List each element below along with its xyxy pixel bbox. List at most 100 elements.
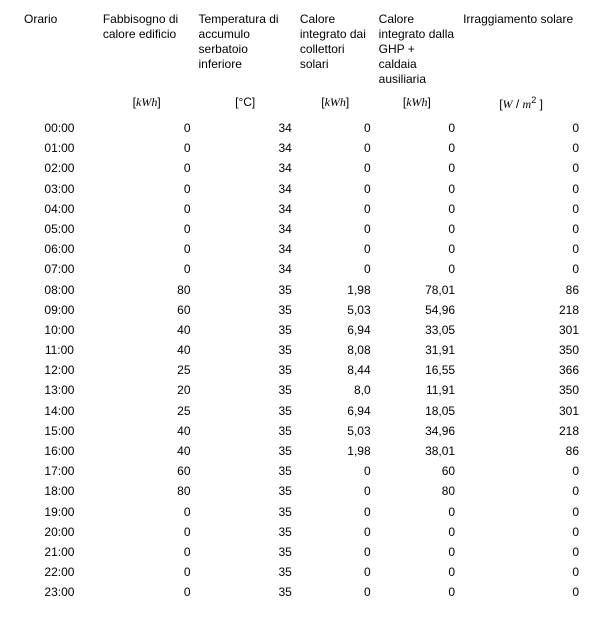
cell: 0 bbox=[375, 118, 459, 138]
col-unit-0 bbox=[20, 89, 99, 118]
table-head: OrarioFabbisogno di calore edificioTempe… bbox=[20, 10, 583, 118]
cell: 35 bbox=[195, 380, 296, 400]
cell: 0 bbox=[296, 502, 375, 522]
cell: 0 bbox=[296, 522, 375, 542]
table-row: 17:0060350600 bbox=[20, 461, 583, 481]
cell: 0 bbox=[375, 179, 459, 199]
table-row: 09:0060355,0354,96218 bbox=[20, 300, 583, 320]
col-unit-4: [kWh] bbox=[375, 89, 459, 118]
table-row: 00:00034000 bbox=[20, 118, 583, 138]
cell: 09:00 bbox=[20, 300, 99, 320]
col-header-5: Irraggiamento solare bbox=[459, 10, 583, 89]
cell: 23:00 bbox=[20, 582, 99, 602]
cell: 38,01 bbox=[375, 441, 459, 461]
cell: 0 bbox=[296, 199, 375, 219]
cell: 35 bbox=[195, 481, 296, 501]
cell: 22:00 bbox=[20, 562, 99, 582]
table-row: 11:0040358,0831,91350 bbox=[20, 340, 583, 360]
cell: 1,98 bbox=[296, 280, 375, 300]
cell: 0 bbox=[99, 179, 195, 199]
table-row: 03:00034000 bbox=[20, 179, 583, 199]
cell: 35 bbox=[195, 421, 296, 441]
cell: 34 bbox=[195, 259, 296, 279]
cell: 35 bbox=[195, 441, 296, 461]
cell: 0 bbox=[459, 199, 583, 219]
table-row: 23:00035000 bbox=[20, 582, 583, 602]
cell: 301 bbox=[459, 320, 583, 340]
cell: 16,55 bbox=[375, 360, 459, 380]
cell: 16:00 bbox=[20, 441, 99, 461]
cell: 5,03 bbox=[296, 300, 375, 320]
cell: 0 bbox=[459, 582, 583, 602]
cell: 35 bbox=[195, 461, 296, 481]
table-row: 19:00035000 bbox=[20, 502, 583, 522]
cell: 0 bbox=[459, 259, 583, 279]
cell: 0 bbox=[375, 502, 459, 522]
cell: 218 bbox=[459, 300, 583, 320]
cell: 0 bbox=[296, 562, 375, 582]
cell: 34 bbox=[195, 219, 296, 239]
table-row: 15:0040355,0334,96218 bbox=[20, 421, 583, 441]
cell: 34,96 bbox=[375, 421, 459, 441]
cell: 25 bbox=[99, 401, 195, 421]
cell: 0 bbox=[99, 219, 195, 239]
cell: 11,91 bbox=[375, 380, 459, 400]
cell: 08:00 bbox=[20, 280, 99, 300]
col-header-4: Calore integrato dalla GHP + caldaia aus… bbox=[375, 10, 459, 89]
cell: 31,91 bbox=[375, 340, 459, 360]
cell: 00:00 bbox=[20, 118, 99, 138]
cell: 0 bbox=[459, 138, 583, 158]
cell: 18,05 bbox=[375, 401, 459, 421]
cell: 35 bbox=[195, 582, 296, 602]
table-row: 22:00035000 bbox=[20, 562, 583, 582]
cell: 0 bbox=[296, 582, 375, 602]
table-row: 16:0040351,9838,0186 bbox=[20, 441, 583, 461]
table-row: 08:0080351,9878,0186 bbox=[20, 280, 583, 300]
cell: 350 bbox=[459, 340, 583, 360]
cell: 35 bbox=[195, 300, 296, 320]
cell: 0 bbox=[99, 158, 195, 178]
cell: 35 bbox=[195, 502, 296, 522]
col-unit-1: [kWh] bbox=[99, 89, 195, 118]
cell: 0 bbox=[459, 158, 583, 178]
table-row: 18:0080350800 bbox=[20, 481, 583, 501]
cell: 21:00 bbox=[20, 542, 99, 562]
cell: 19:00 bbox=[20, 502, 99, 522]
cell: 34 bbox=[195, 179, 296, 199]
cell: 34 bbox=[195, 118, 296, 138]
table-body: 00:0003400001:0003400002:0003400003:0003… bbox=[20, 118, 583, 603]
cell: 35 bbox=[195, 280, 296, 300]
cell: 6,94 bbox=[296, 401, 375, 421]
cell: 86 bbox=[459, 441, 583, 461]
cell: 0 bbox=[459, 118, 583, 138]
cell: 0 bbox=[99, 522, 195, 542]
col-unit-2: [°C] bbox=[195, 89, 296, 118]
cell: 1,98 bbox=[296, 441, 375, 461]
cell: 80 bbox=[99, 280, 195, 300]
cell: 15:00 bbox=[20, 421, 99, 441]
cell: 366 bbox=[459, 360, 583, 380]
cell: 0 bbox=[459, 179, 583, 199]
units-row: [kWh][°C][kWh][kWh][W / m2 ] bbox=[20, 89, 583, 118]
cell: 86 bbox=[459, 280, 583, 300]
cell: 13:00 bbox=[20, 380, 99, 400]
table-row: 14:0025356,9418,05301 bbox=[20, 401, 583, 421]
col-unit-3: [kWh] bbox=[296, 89, 375, 118]
cell: 60 bbox=[99, 300, 195, 320]
cell: 0 bbox=[459, 481, 583, 501]
cell: 80 bbox=[99, 481, 195, 501]
cell: 07:00 bbox=[20, 259, 99, 279]
cell: 10:00 bbox=[20, 320, 99, 340]
cell: 6,94 bbox=[296, 320, 375, 340]
table-row: 02:00034000 bbox=[20, 158, 583, 178]
cell: 0 bbox=[375, 199, 459, 219]
cell: 0 bbox=[459, 219, 583, 239]
cell: 02:00 bbox=[20, 158, 99, 178]
col-header-2: Temperatura di accumulo serbatoio inferi… bbox=[195, 10, 296, 89]
cell: 0 bbox=[375, 562, 459, 582]
cell: 0 bbox=[375, 582, 459, 602]
cell: 350 bbox=[459, 380, 583, 400]
cell: 0 bbox=[459, 239, 583, 259]
cell: 34 bbox=[195, 138, 296, 158]
cell: 0 bbox=[296, 118, 375, 138]
